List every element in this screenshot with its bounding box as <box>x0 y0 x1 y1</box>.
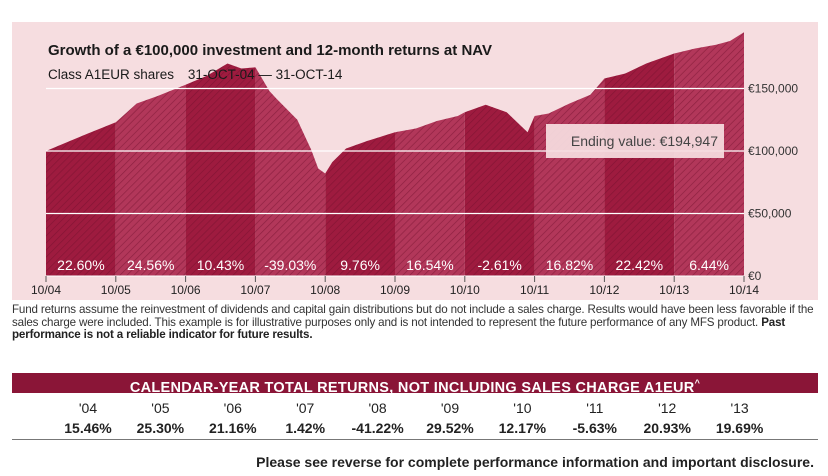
calendar-returns-header: CALENDAR-YEAR TOTAL RETURNS, NOT INCLUDI… <box>12 373 818 396</box>
calendar-year-cell: '05 <box>151 400 170 416</box>
ending-value-label: Ending value: €194,947 <box>571 133 718 149</box>
disclaimer-bold: Past performance is not a reliable indic… <box>12 315 786 342</box>
calendar-year-cell: '12 <box>658 400 677 416</box>
calendar-year-cell: '13 <box>730 400 749 416</box>
x-tick-label: 10/06 <box>171 283 201 297</box>
disclaimer-text: Fund returns assume the reinvestment of … <box>12 303 814 329</box>
growth-chart: 22.60% 24.56% 10.43% -39.03% 9.76% 16.54% -2.6… <box>31 32 798 297</box>
y-tick-label: €50,000 <box>748 207 792 221</box>
calendar-return-cell: 19.69% <box>715 420 764 436</box>
x-tick-label: 10/11 <box>520 283 549 297</box>
chart-subtitle: Class A1EUR shares 31-OCT-04 — 31-OCT-14 <box>48 67 342 82</box>
x-tick-label: 10/04 <box>31 283 61 297</box>
x-tick-label: 10/10 <box>450 283 480 297</box>
x-tick-label: 10/08 <box>310 283 340 297</box>
calendar-year-cell: '04 <box>78 400 98 416</box>
period-return-label: 9.76% <box>340 257 380 273</box>
ending-value-box <box>546 124 724 158</box>
calendar-return-cell: 29.52% <box>426 420 474 436</box>
calendar-return-cell: 25.30% <box>136 420 185 436</box>
chart-title: Growth of a €100,000 investment and 12-m… <box>48 42 492 59</box>
x-tick-label: 10/13 <box>659 283 689 297</box>
calendar-year-cell: '09 <box>440 400 460 416</box>
period-return-label: -2.61% <box>478 257 522 273</box>
x-tick-label: 10/05 <box>101 283 131 297</box>
calendar-return-cell: -5.63% <box>572 420 617 436</box>
share-class-label: Class A1EUR shares <box>48 67 175 82</box>
calendar-returns-title: CALENDAR-YEAR TOTAL RETURNS, NOT INCLUDI… <box>129 379 695 396</box>
chart-panel: 22.60% 24.56% 10.43% -39.03% 9.76% 16.54% -2.6… <box>12 22 818 300</box>
calendar-returns-title-mark: ^ <box>694 378 701 388</box>
period-return-label: 6.44% <box>689 257 729 273</box>
calendar-year-cell: '10 <box>513 400 532 416</box>
x-tick-label: 10/12 <box>589 283 619 297</box>
y-tick-label: €0 <box>748 269 762 283</box>
calendar-year-cell: '06 <box>223 400 242 416</box>
calendar-return-cell: -41.22% <box>351 420 404 436</box>
period-return-label: 16.54% <box>406 257 453 273</box>
period-return-label: 10.43% <box>197 257 244 273</box>
calendar-return-cell: 21.16% <box>209 420 257 436</box>
period-return-label: -39.03% <box>264 257 316 273</box>
y-tick-label: €100,000 <box>748 144 798 158</box>
period-return-label: 22.60% <box>57 257 104 273</box>
calendar-return-cell: 12.17% <box>498 420 547 436</box>
period-return-label: 24.56% <box>127 257 174 273</box>
x-tick-label: 10/14 <box>729 283 759 297</box>
calendar-year-cell: '08 <box>368 400 387 416</box>
period-label: 31-OCT-04 — 31-OCT-14 <box>187 67 343 82</box>
y-tick-label: €150,000 <box>748 82 798 96</box>
calendar-return-cell: 15.46% <box>64 420 112 436</box>
calendar-values-row: 15.46% 25.30% 21.16% 1.42% -41.22% 29.52% 12.1… <box>12 419 818 440</box>
footer-note: Please see reverse for complete performa… <box>256 454 814 470</box>
period-return-label: 22.42% <box>616 257 663 273</box>
calendar-return-cell: 1.42% <box>285 420 326 436</box>
period-return-label: 16.82% <box>546 257 593 273</box>
x-tick-label: 10/09 <box>380 283 410 297</box>
calendar-year-cell: '11 <box>586 400 604 416</box>
x-tick-label: 10/07 <box>240 283 270 297</box>
calendar-year-cell: '07 <box>296 400 315 416</box>
calendar-years-row: '04 '05 '06 '07 '08 '09 '10 '11 '12 '13 <box>12 399 818 417</box>
disclaimer: Fund returns assume the reinvestment of … <box>12 303 818 342</box>
calendar-return-cell: 20.93% <box>643 420 691 436</box>
